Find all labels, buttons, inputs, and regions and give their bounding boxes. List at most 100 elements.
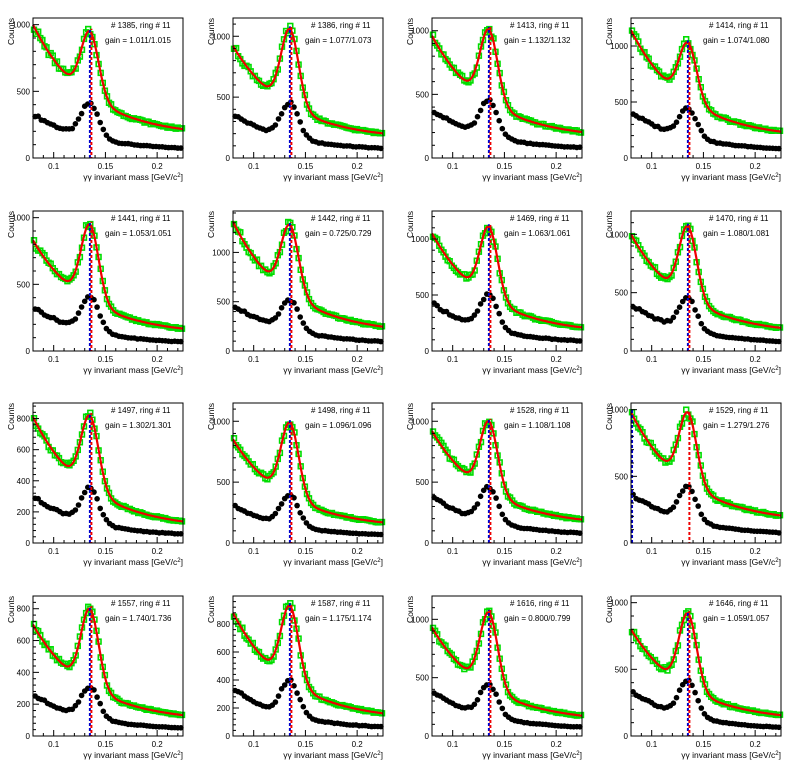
- lower-point: [676, 687, 683, 693]
- panel-title: # 1646, ring # 11: [709, 599, 769, 608]
- panel-title: # 1529, ring # 11: [709, 406, 769, 415]
- lower-point: [278, 501, 285, 507]
- lower-point: [434, 302, 441, 309]
- lower-point: [689, 682, 695, 689]
- lower-point: [493, 303, 499, 310]
- y-tick-label: 600: [217, 648, 231, 657]
- y-tick-label: 0: [226, 347, 231, 356]
- panel: 0.1 0.15 0.2 0 500 1000 # 1413, ring # 11 gain …: [405, 17, 585, 182]
- lower-point: [69, 125, 76, 132]
- y-tick-label: 1000: [411, 615, 429, 624]
- lower-point: [91, 296, 97, 303]
- lower-series: [32, 484, 184, 537]
- panel-title: # 1557, ring # 11: [111, 599, 171, 608]
- x-tick-label: 0.1: [447, 547, 459, 556]
- x-tick-label: 0.2: [750, 162, 762, 171]
- y-tick-label: 0: [26, 154, 31, 163]
- lower-point: [94, 304, 100, 310]
- lower-series: [431, 681, 583, 730]
- gain-label: gain = 1.063/1.061: [504, 229, 571, 238]
- y-tick-label: 1000: [610, 599, 628, 608]
- y-tick-label: 1000: [212, 32, 230, 41]
- lower-point: [471, 701, 478, 708]
- lower-point: [776, 724, 782, 731]
- x-tick-label: 0.1: [447, 355, 459, 364]
- y-tick-label: 0: [226, 154, 231, 163]
- y-axis-label: Counts: [206, 18, 216, 45]
- lower-point: [94, 111, 100, 117]
- y-tick-label: 500: [217, 93, 231, 102]
- y-tick-label: 500: [416, 90, 430, 99]
- lower-point: [178, 531, 184, 537]
- lower-point: [303, 709, 310, 716]
- lower-point: [480, 296, 487, 303]
- lower-point: [471, 120, 478, 126]
- lower-point: [477, 493, 484, 500]
- x-tick-label: 0.1: [48, 740, 60, 749]
- y-tick-label: 0: [425, 347, 430, 356]
- lower-point: [670, 700, 677, 706]
- y-axis-label: Counts: [6, 596, 16, 623]
- y-axis-label: Counts: [6, 403, 16, 430]
- lower-series: [32, 685, 184, 731]
- lower-point: [281, 682, 288, 688]
- fit-curve: [431, 225, 583, 329]
- gain-label: gain = 1.011/1.015: [105, 36, 171, 45]
- plot-frame: [630, 402, 782, 544]
- lower-point: [695, 121, 701, 128]
- y-tick-label: 0: [226, 732, 231, 741]
- lower-point: [78, 495, 85, 501]
- lower-point: [78, 110, 85, 117]
- lower-point: [670, 123, 677, 129]
- x-tick-label: 0.1: [248, 740, 260, 749]
- plot-frame: [32, 17, 184, 159]
- y-tick-label: 1000: [411, 417, 429, 426]
- plot-frame: [32, 402, 184, 544]
- x-axis-label: γγ invariant mass [GeV/c2]: [482, 172, 582, 182]
- upper-point: [436, 45, 443, 52]
- fit-curve: [32, 607, 184, 717]
- lower-point: [679, 488, 686, 494]
- lower-point: [72, 121, 79, 127]
- lower-point: [291, 300, 297, 306]
- lower-point: [474, 501, 481, 507]
- x-axis-label: γγ invariant mass [GeV/c2]: [283, 172, 383, 182]
- lower-point: [577, 724, 583, 730]
- y-tick-label: 200: [17, 700, 31, 709]
- lower-point: [577, 144, 583, 150]
- panel: 0.1 0.15 0.2 0 200 400 600 800 # 1587, ring # 11…: [206, 595, 386, 760]
- y-tick-label: 0: [26, 347, 31, 356]
- lower-point: [673, 694, 680, 701]
- lower-point: [100, 708, 107, 715]
- lower-point: [689, 110, 695, 116]
- y-axis-label: Counts: [604, 596, 614, 623]
- x-axis-label: γγ invariant mass [GeV/c2]: [283, 557, 383, 567]
- lower-point: [291, 683, 297, 689]
- lower-point: [81, 489, 88, 496]
- panel-title: # 1497, ring # 11: [111, 406, 171, 415]
- x-tick-label: 0.1: [48, 547, 60, 556]
- x-tick-label: 0.15: [696, 355, 712, 364]
- lower-point: [577, 530, 583, 536]
- panel: 0.1 0.15 0.2 0 200 400 600 800 # 1497, ring # 11…: [6, 402, 186, 567]
- lower-point: [695, 697, 701, 704]
- lower-series: [431, 291, 583, 344]
- panel: 0.1 0.15 0.2 0 500 1000 # 1442, ring # 11 gain …: [206, 210, 386, 375]
- y-tick-label: 500: [416, 291, 430, 300]
- lower-point: [275, 505, 282, 512]
- fit-curve: [431, 610, 583, 717]
- gain-label: gain = 1.096/1.096: [305, 421, 372, 430]
- lower-point: [100, 126, 107, 133]
- lower-point: [300, 320, 307, 326]
- lower-point: [692, 115, 698, 122]
- y-tick-label: 500: [615, 98, 629, 107]
- lower-point: [471, 312, 478, 318]
- x-tick-label: 0.2: [152, 162, 164, 171]
- x-tick-label: 0.2: [152, 740, 164, 749]
- lower-point: [776, 338, 782, 345]
- lower-point: [679, 298, 686, 305]
- lower-point: [272, 510, 279, 517]
- x-tick-label: 0.1: [646, 162, 658, 171]
- lower-point: [378, 145, 384, 152]
- lower-point: [72, 507, 79, 513]
